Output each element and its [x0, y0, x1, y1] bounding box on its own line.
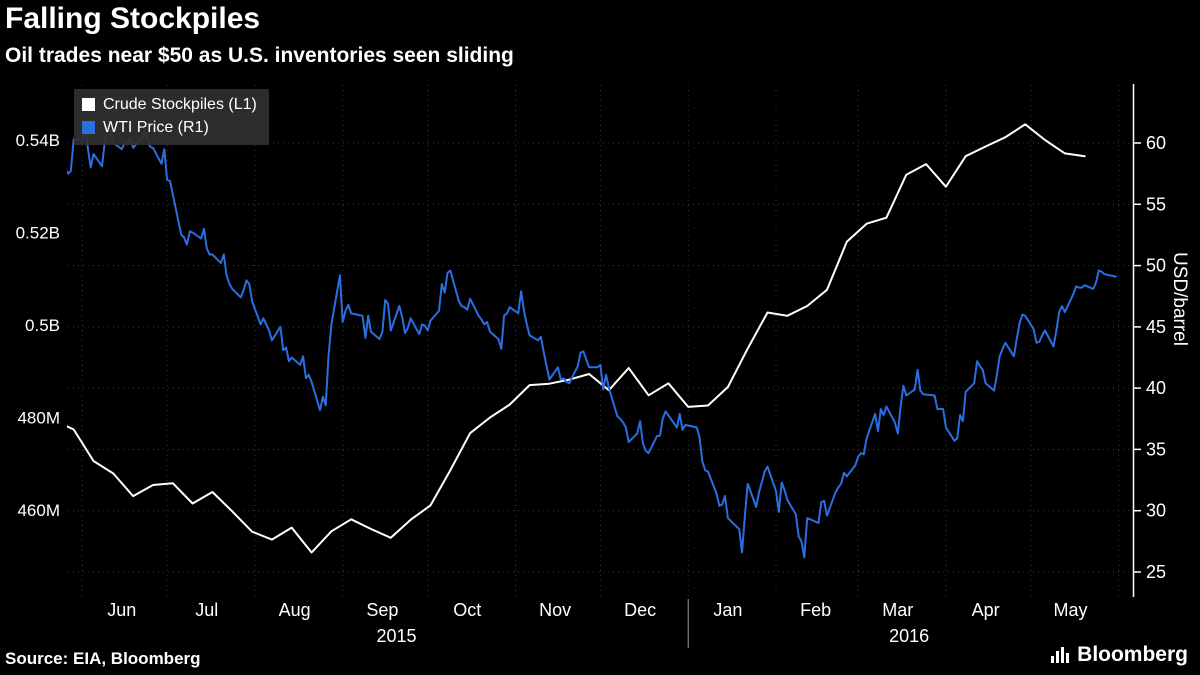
x-axis-month-label: Nov — [539, 600, 571, 620]
right-axis-tick-label: 50 — [1146, 256, 1166, 276]
x-axis-month-label: Dec — [624, 600, 656, 620]
x-axis-month-label: Apr — [972, 600, 1000, 620]
page-title: Falling Stockpiles — [5, 2, 261, 35]
legend-label-crude-stockpiles: Crude Stockpiles (L1) — [103, 95, 257, 113]
wti-price-swatch-icon — [82, 121, 95, 134]
legend-item-crude-stockpiles: Crude Stockpiles (L1) — [82, 93, 257, 116]
left-axis-tick-label: 480M — [17, 409, 60, 428]
source-credit: Source: EIA, Bloomberg — [5, 649, 201, 668]
x-axis-month-label: Jul — [195, 600, 218, 620]
x-axis-month-label: Oct — [453, 600, 481, 620]
crude-stockpiles-line — [67, 123, 1086, 554]
right-axis-tick-label: 30 — [1146, 501, 1166, 521]
axis-layer: 60 55 50 45 40 35 30 25 0.54B 0.52B 0.5B 480M 460M Ju… — [16, 84, 1166, 648]
right-axis-tick-label: 60 — [1146, 133, 1166, 153]
left-axis-tick-label: 0.5B — [25, 316, 60, 335]
right-axis-tick-label: 25 — [1146, 562, 1166, 582]
legend-item-wti-price: WTI Price (R1) — [82, 116, 257, 139]
x-axis-month-label: Mar — [882, 600, 913, 620]
bloomberg-wordmark: Bloomberg — [1077, 643, 1188, 666]
wti-price-line — [67, 124, 1117, 559]
x-axis-month-label: Sep — [366, 600, 398, 620]
left-axis-tick-label: 0.54B — [16, 131, 60, 150]
right-axis-title: USD/barrel — [1169, 252, 1190, 346]
x-axis-year-label: 2016 — [889, 626, 929, 646]
crude-stockpiles-swatch-icon — [82, 98, 95, 111]
right-axis-tick-label: 35 — [1146, 439, 1166, 459]
grid-layer — [68, 85, 1130, 597]
chart-legend: Crude Stockpiles (L1) WTI Price (R1) — [74, 89, 269, 145]
x-axis-month-label: Jun — [107, 600, 136, 620]
x-axis-year-label: 2015 — [376, 626, 416, 646]
x-axis-month-label: Aug — [279, 600, 311, 620]
left-axis-tick-label: 0.52B — [16, 224, 60, 243]
left-axis-tick-label: 460M — [17, 501, 60, 520]
bloomberg-chart-icon — [1051, 647, 1070, 663]
right-axis-tick-label: 40 — [1146, 378, 1166, 398]
bloomberg-logo: Bloomberg — [1051, 643, 1188, 667]
series-layer — [67, 123, 1117, 559]
x-axis-month-label: Feb — [800, 600, 831, 620]
right-axis-tick-label: 45 — [1146, 317, 1166, 337]
legend-label-wti-price: WTI Price (R1) — [103, 118, 209, 136]
right-axis-tick-label: 55 — [1146, 194, 1166, 214]
page-subtitle: Oil trades near $50 as U.S. inventories … — [5, 44, 514, 67]
x-axis-month-label: Jan — [713, 600, 742, 620]
x-axis-month-label: May — [1053, 600, 1087, 620]
